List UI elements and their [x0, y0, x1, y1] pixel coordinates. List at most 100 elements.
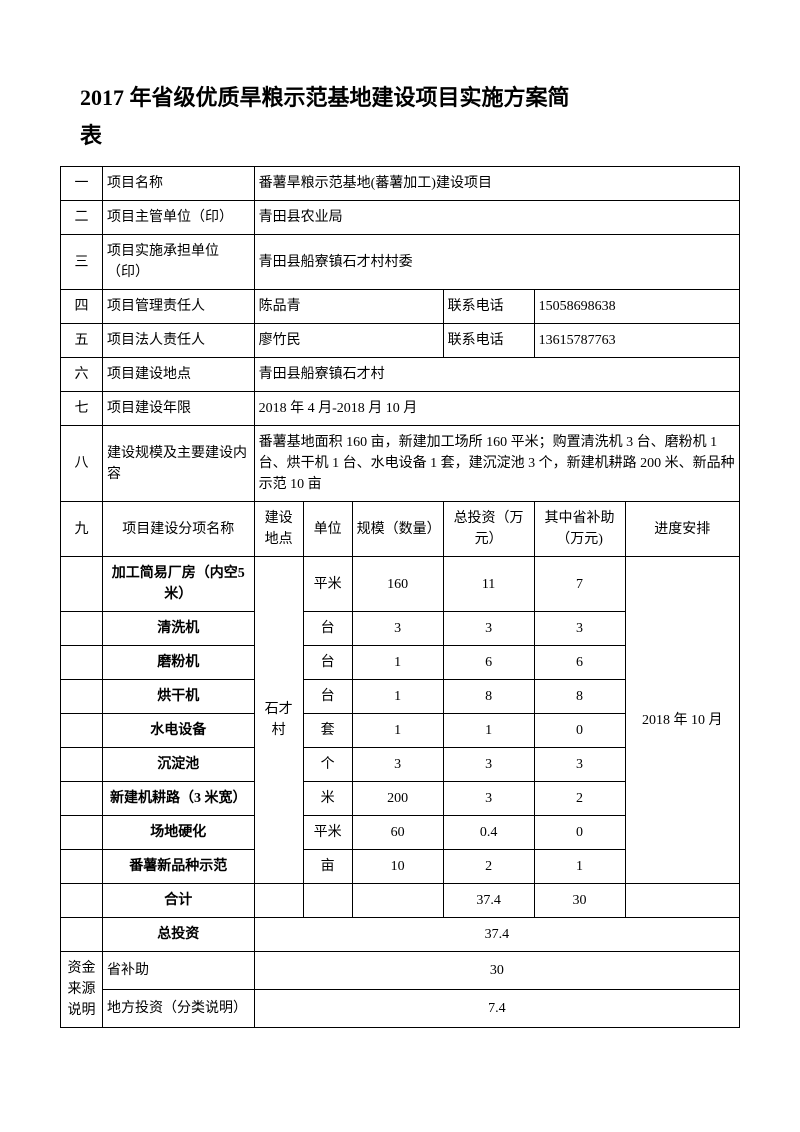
table-row: 加工简易厂房（内空5 米） 石才村 平米 160 11 7 2018 年 10 … — [61, 557, 740, 612]
table-row: 七 项目建设年限 2018 年 4 月-2018 月 10 月 — [61, 392, 740, 426]
row-label: 项目名称 — [102, 167, 254, 201]
item-scale: 1 — [352, 680, 443, 714]
item-subsidy: 8 — [534, 680, 625, 714]
header-subsidy: 其中省补助（万元) — [534, 502, 625, 557]
empty-cell — [61, 816, 103, 850]
item-invest: 0.4 — [443, 816, 534, 850]
header-scale: 规模（数量） — [352, 502, 443, 557]
item-name: 番薯新品种示范 — [102, 850, 254, 884]
item-scale: 3 — [352, 612, 443, 646]
item-scale: 1 — [352, 714, 443, 748]
row-num: 七 — [61, 392, 103, 426]
table-row: 地方投资（分类说明） 7.4 — [61, 990, 740, 1028]
row-label: 项目建设分项名称 — [102, 502, 254, 557]
location-value: 石才村 — [254, 557, 303, 884]
row-num: 二 — [61, 201, 103, 235]
empty-cell — [625, 884, 739, 918]
empty-cell — [61, 782, 103, 816]
item-unit: 平米 — [303, 557, 352, 612]
phone-label: 联系电话 — [443, 324, 534, 358]
item-invest: 6 — [443, 646, 534, 680]
sum-label: 合计 — [102, 884, 254, 918]
phone-value: 15058698638 — [534, 290, 739, 324]
table-row: 二 项目主管单位（印） 青田县农业局 — [61, 201, 740, 235]
item-unit: 台 — [303, 612, 352, 646]
item-name: 沉淀池 — [102, 748, 254, 782]
item-subsidy: 6 — [534, 646, 625, 680]
empty-cell — [303, 884, 352, 918]
row-label: 项目法人责任人 — [102, 324, 254, 358]
row-name: 廖竹民 — [254, 324, 443, 358]
item-name: 烘干机 — [102, 680, 254, 714]
funding-label: 资金来源说明 — [61, 952, 103, 1028]
item-subsidy: 0 — [534, 714, 625, 748]
row-num: 一 — [61, 167, 103, 201]
item-invest: 3 — [443, 612, 534, 646]
row-label: 项目主管单位（印） — [102, 201, 254, 235]
page-subtitle: 表 — [60, 118, 740, 150]
row-num: 八 — [61, 426, 103, 502]
sum-subsidy: 30 — [534, 884, 625, 918]
item-scale: 10 — [352, 850, 443, 884]
table-row: 五 项目法人责任人 廖竹民 联系电话 13615787763 — [61, 324, 740, 358]
empty-cell — [61, 714, 103, 748]
item-scale: 160 — [352, 557, 443, 612]
row-value: 番薯基地面积 160 亩，新建加工场所 160 平米；购置清洗机 3 台、磨粉机… — [254, 426, 739, 502]
row-name: 陈品青 — [254, 290, 443, 324]
item-subsidy: 3 — [534, 748, 625, 782]
table-row: 九 项目建设分项名称 建设地点 单位 规模（数量） 总投资（万元） 其中省补助（… — [61, 502, 740, 557]
table-row: 三 项目实施承担单位（印） 青田县船寮镇石才村村委 — [61, 235, 740, 290]
row-value: 青田县船寮镇石才村 — [254, 358, 739, 392]
row-num: 六 — [61, 358, 103, 392]
empty-cell — [352, 884, 443, 918]
phone-value: 13615787763 — [534, 324, 739, 358]
empty-cell — [61, 850, 103, 884]
item-scale: 1 — [352, 646, 443, 680]
empty-cell — [254, 884, 303, 918]
item-name: 新建机耕路（3 米宽） — [102, 782, 254, 816]
project-table: 一 项目名称 番薯旱粮示范基地(蕃薯加工)建设项目 二 项目主管单位（印） 青田… — [60, 166, 740, 1028]
item-unit: 个 — [303, 748, 352, 782]
item-invest: 2 — [443, 850, 534, 884]
item-invest: 3 — [443, 782, 534, 816]
schedule-value: 2018 年 10 月 — [625, 557, 739, 884]
item-scale: 60 — [352, 816, 443, 850]
phone-label: 联系电话 — [443, 290, 534, 324]
empty-cell — [61, 557, 103, 612]
item-unit: 亩 — [303, 850, 352, 884]
row-label: 项目管理责任人 — [102, 290, 254, 324]
empty-cell — [61, 884, 103, 918]
item-unit: 台 — [303, 680, 352, 714]
empty-cell — [61, 918, 103, 952]
total-label: 总投资 — [102, 918, 254, 952]
item-scale: 200 — [352, 782, 443, 816]
table-row: 六 项目建设地点 青田县船寮镇石才村 — [61, 358, 740, 392]
header-unit: 单位 — [303, 502, 352, 557]
row-value: 青田县农业局 — [254, 201, 739, 235]
table-row: 资金来源说明 省补助 30 — [61, 952, 740, 990]
item-unit: 套 — [303, 714, 352, 748]
item-scale: 3 — [352, 748, 443, 782]
item-name: 磨粉机 — [102, 646, 254, 680]
subsidy-label: 省补助 — [102, 952, 254, 990]
row-value: 番薯旱粮示范基地(蕃薯加工)建设项目 — [254, 167, 739, 201]
item-name: 场地硬化 — [102, 816, 254, 850]
table-row: 总投资 37.4 — [61, 918, 740, 952]
page-title: 2017 年省级优质旱粮示范基地建设项目实施方案简 — [60, 80, 740, 112]
row-num: 五 — [61, 324, 103, 358]
item-subsidy: 0 — [534, 816, 625, 850]
row-num: 四 — [61, 290, 103, 324]
local-label: 地方投资（分类说明） — [102, 990, 254, 1028]
sum-invest: 37.4 — [443, 884, 534, 918]
item-name: 水电设备 — [102, 714, 254, 748]
item-invest: 3 — [443, 748, 534, 782]
empty-cell — [61, 646, 103, 680]
item-invest: 1 — [443, 714, 534, 748]
row-label: 项目建设地点 — [102, 358, 254, 392]
local-value: 7.4 — [254, 990, 739, 1028]
item-subsidy: 7 — [534, 557, 625, 612]
item-subsidy: 3 — [534, 612, 625, 646]
table-row: 八 建设规模及主要建设内容 番薯基地面积 160 亩，新建加工场所 160 平米… — [61, 426, 740, 502]
header-invest: 总投资（万元） — [443, 502, 534, 557]
row-label: 项目建设年限 — [102, 392, 254, 426]
